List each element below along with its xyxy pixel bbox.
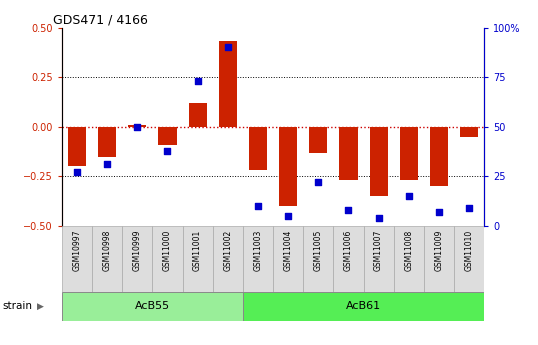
Text: GSM11008: GSM11008 [404,229,413,270]
Text: strain: strain [3,301,33,311]
Bar [400,127,418,180]
Text: GSM11003: GSM11003 [253,229,263,270]
Bar [219,41,237,127]
Bar [152,226,182,292]
Bar [273,226,303,292]
Bar [339,127,357,180]
Point [103,162,111,167]
Point [435,209,443,215]
Text: GDS471 / 4166: GDS471 / 4166 [53,13,148,27]
Text: GSM11004: GSM11004 [284,229,293,270]
Bar [309,127,327,152]
Text: GSM11000: GSM11000 [163,229,172,270]
Bar [334,226,364,292]
Bar [158,127,176,145]
Text: GSM11007: GSM11007 [374,229,383,270]
Text: AcB55: AcB55 [135,301,170,311]
Point [73,170,81,175]
Point [133,124,141,129]
Text: GSM11001: GSM11001 [193,229,202,270]
Bar [243,292,484,321]
Point [405,194,413,199]
Text: ▶: ▶ [37,302,44,311]
Bar [128,125,146,127]
Text: GSM11010: GSM11010 [465,229,473,270]
Bar [188,103,207,127]
Bar [460,127,478,137]
Bar [249,127,267,170]
Text: GSM11005: GSM11005 [314,229,323,270]
Bar [98,127,116,157]
Text: GSM10997: GSM10997 [73,229,81,271]
Text: GSM11009: GSM11009 [435,229,443,270]
Bar [62,226,92,292]
Point [344,207,353,213]
Bar [92,226,122,292]
Bar [394,226,424,292]
Point [284,213,293,219]
Bar [424,226,454,292]
Bar [370,127,388,196]
Bar [243,226,273,292]
Text: GSM10998: GSM10998 [103,229,111,270]
Bar [430,127,448,186]
Text: GSM11002: GSM11002 [223,229,232,270]
Bar [279,127,297,206]
Bar [303,226,334,292]
Bar [364,226,394,292]
Point [374,215,383,221]
Bar [213,226,243,292]
Point [193,78,202,84]
Point [314,179,323,185]
Bar [62,292,243,321]
Text: GSM11006: GSM11006 [344,229,353,270]
Text: AcB61: AcB61 [346,301,381,311]
Bar [122,226,152,292]
Point [163,148,172,153]
Bar [182,226,213,292]
Text: GSM10999: GSM10999 [133,229,142,271]
Point [223,45,232,50]
Bar [68,127,86,166]
Bar [454,226,484,292]
Point [465,205,473,211]
Point [253,203,262,209]
